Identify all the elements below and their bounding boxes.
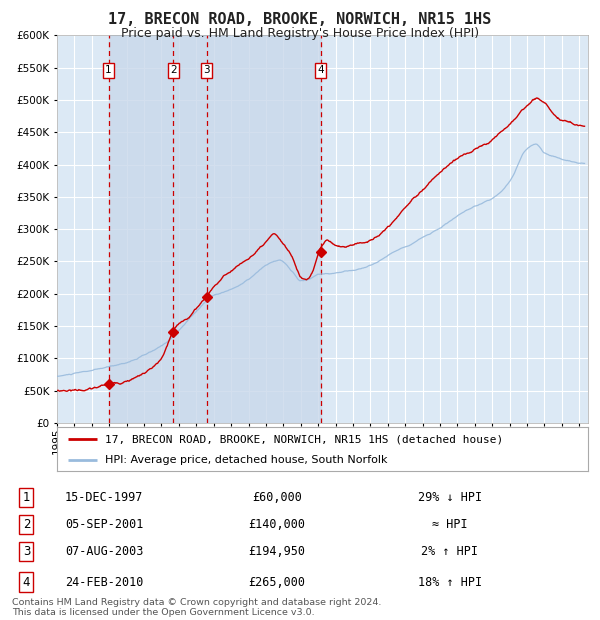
- Text: 07-AUG-2003: 07-AUG-2003: [65, 545, 143, 558]
- Text: 4: 4: [23, 576, 30, 588]
- Text: 24-FEB-2010: 24-FEB-2010: [65, 576, 143, 588]
- Text: 3: 3: [203, 65, 210, 75]
- Text: 17, BRECON ROAD, BROOKE, NORWICH, NR15 1HS (detached house): 17, BRECON ROAD, BROOKE, NORWICH, NR15 1…: [105, 434, 503, 444]
- Text: 2: 2: [23, 518, 30, 531]
- Text: 05-SEP-2001: 05-SEP-2001: [65, 518, 143, 531]
- Text: This data is licensed under the Open Government Licence v3.0.: This data is licensed under the Open Gov…: [12, 608, 314, 617]
- Text: £194,950: £194,950: [248, 545, 305, 558]
- Text: 17, BRECON ROAD, BROOKE, NORWICH, NR15 1HS: 17, BRECON ROAD, BROOKE, NORWICH, NR15 1…: [109, 12, 491, 27]
- Text: 15-DEC-1997: 15-DEC-1997: [65, 491, 143, 504]
- Text: Contains HM Land Registry data © Crown copyright and database right 2024.: Contains HM Land Registry data © Crown c…: [12, 598, 382, 607]
- Text: 29% ↓ HPI: 29% ↓ HPI: [418, 491, 482, 504]
- Text: 4: 4: [317, 65, 324, 75]
- Text: 1: 1: [105, 65, 112, 75]
- Text: 18% ↑ HPI: 18% ↑ HPI: [418, 576, 482, 588]
- Text: HPI: Average price, detached house, South Norfolk: HPI: Average price, detached house, Sout…: [105, 455, 387, 465]
- Text: 2: 2: [170, 65, 176, 75]
- Text: £60,000: £60,000: [252, 491, 302, 504]
- Text: £140,000: £140,000: [248, 518, 305, 531]
- Text: £265,000: £265,000: [248, 576, 305, 588]
- Text: 3: 3: [23, 545, 30, 558]
- Text: ≈ HPI: ≈ HPI: [432, 518, 467, 531]
- Text: Price paid vs. HM Land Registry's House Price Index (HPI): Price paid vs. HM Land Registry's House …: [121, 27, 479, 40]
- Text: 1: 1: [23, 491, 30, 504]
- Text: 2% ↑ HPI: 2% ↑ HPI: [421, 545, 478, 558]
- Bar: [109, 35, 321, 423]
